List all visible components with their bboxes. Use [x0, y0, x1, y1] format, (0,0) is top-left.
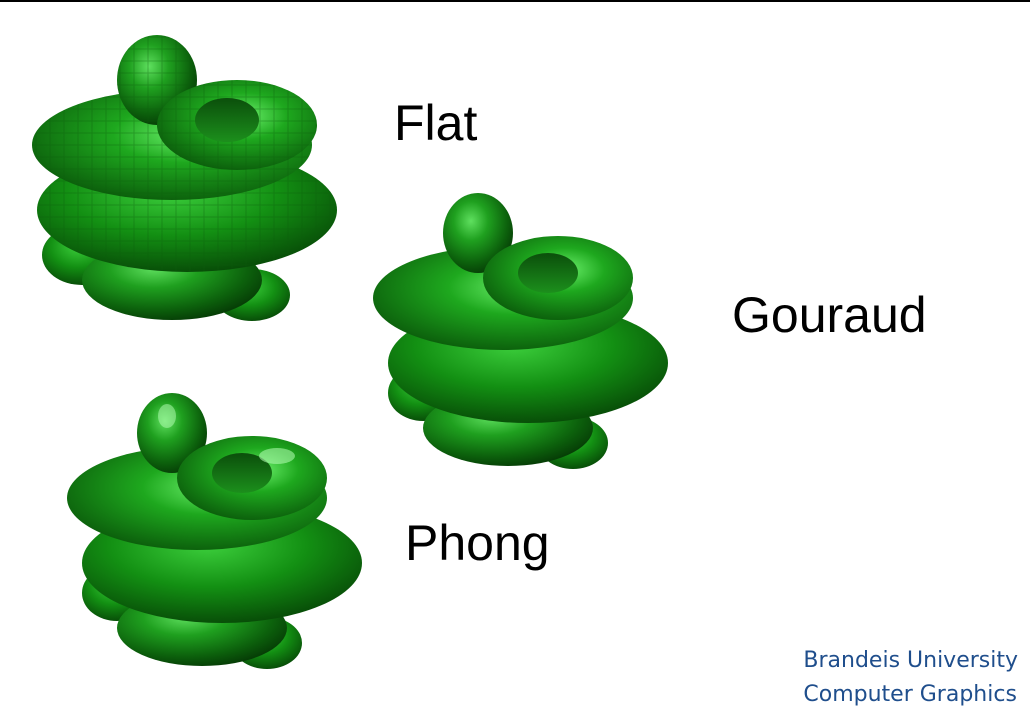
- gouraud-label: Gouraud: [732, 287, 927, 343]
- phong-shaded-shape: [67, 393, 362, 669]
- flat-label: Flat: [394, 95, 478, 151]
- flat-shaded-shape: [32, 35, 337, 321]
- footer-university: Brandeis University: [803, 648, 1018, 673]
- top-rule: [0, 0, 1030, 2]
- phong-label: Phong: [405, 515, 550, 571]
- gouraud-shaded-shape: [373, 193, 668, 469]
- footer: Brandeis University Computer Graphics: [803, 644, 1018, 712]
- footer-course: Computer Graphics: [803, 682, 1017, 707]
